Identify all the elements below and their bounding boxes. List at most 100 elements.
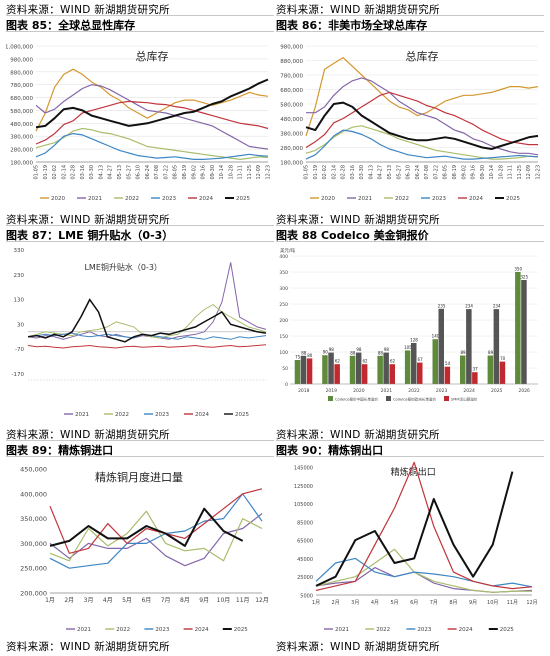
data-label: 67 <box>418 357 424 362</box>
bar <box>349 355 356 384</box>
x-tick-label: 05-13 <box>387 165 393 180</box>
y-tick-label: 880,000 <box>10 70 33 76</box>
x-tick-label: 8月 <box>449 600 457 606</box>
data-label: 350 <box>514 267 522 272</box>
bar <box>444 366 451 384</box>
legend-label: 2023 <box>432 196 446 202</box>
y-tick-label: 480,000 <box>280 117 303 123</box>
series-line-2021 <box>27 262 267 340</box>
x-tick-label: 11月 <box>507 600 518 606</box>
x-tick-label: 11-25 <box>517 165 523 180</box>
data-label: 98 <box>384 347 390 352</box>
x-tick-label: 07-22 <box>163 165 169 180</box>
legend-label: 2020 <box>321 196 335 202</box>
panel-refined-imports: 资料来源：WIND 新湖期货研究所 图表 89：精炼铜进口 200,000 250… <box>6 427 274 653</box>
chart-title: 总库存 <box>406 49 439 63</box>
y-tick-label: 980,000 <box>280 45 303 51</box>
legend-swatch <box>328 396 333 401</box>
y-tick-label: 380,000 <box>10 135 33 141</box>
y-tick-label: 280,000 <box>280 146 303 152</box>
x-tick-label: 02-14 <box>61 165 67 180</box>
bar <box>355 352 362 384</box>
series-line-2020 <box>35 68 269 132</box>
x-tick-label: 11-11 <box>508 165 514 180</box>
divider <box>276 225 544 226</box>
bar <box>383 352 389 384</box>
x-tick-label: 01-05 <box>34 165 40 180</box>
series-line-2022 <box>315 548 532 593</box>
series-line-2025 <box>305 101 539 150</box>
x-tick-label: 08-05 <box>443 165 449 180</box>
legend-label: 2023 <box>417 627 431 633</box>
series-line-2022 <box>35 127 269 160</box>
y-tick-label: -70 <box>15 347 24 353</box>
x-tick-label: 08-05 <box>173 165 179 180</box>
bar <box>377 355 383 384</box>
y-tick-label: 400 <box>279 254 288 260</box>
chart-refined-imports: 200,000 250,000 300,000 350,000 400,000 450,0… <box>20 466 269 634</box>
data-label: 80 <box>307 353 313 358</box>
x-tick-label: 1月 <box>312 600 320 606</box>
bar <box>417 362 423 384</box>
legend-swatch <box>386 396 391 401</box>
x-tick-label: 01-19 <box>43 165 49 180</box>
x-tick-label: 12-09 <box>526 165 532 180</box>
y-tick-label: 50 <box>282 366 288 372</box>
legend-label: 2020 <box>51 196 65 202</box>
divider <box>276 440 544 441</box>
y-tick-label: 200,000 <box>20 590 47 598</box>
legend-label: 2024 <box>459 627 473 633</box>
chart-title: 总库存 <box>136 49 169 63</box>
legend-label: 2024 <box>195 412 209 418</box>
figure-title: 图表 88 Codelco 美金铜报价 <box>276 229 429 242</box>
bar <box>361 364 368 384</box>
legend-label: 2021 <box>88 196 102 202</box>
x-tick-label: 09-16 <box>471 165 477 180</box>
y-tick-label: 65000 <box>297 539 313 545</box>
panel-lme-spread: 资料来源：WIND 新湖期货研究所 图表 87：LME 铜升贴水（0-3） -1… <box>6 212 274 422</box>
x-tick-label: 03-16 <box>350 165 356 180</box>
x-tick-label: 2023 <box>436 388 448 394</box>
source-note: 资料来源：WIND 新湖期货研究所 <box>6 429 170 441</box>
data-label: 62 <box>362 359 368 364</box>
x-tick-label: 9月 <box>469 600 477 606</box>
x-tick-label: 2月 <box>64 597 74 604</box>
x-tick-label: 08-19 <box>182 165 188 180</box>
data-label: 37 <box>473 367 479 372</box>
legend-label: 2022 <box>376 627 390 633</box>
data-label: 70 <box>500 356 506 361</box>
series-line-2023 <box>35 133 269 160</box>
source-note: 资料来源：WIND 新湖期货研究所 <box>6 214 170 226</box>
y-tick-label: 200 <box>279 318 288 324</box>
x-tick-label: 02-02 <box>52 165 58 180</box>
x-tick-label: 9月 <box>199 597 209 604</box>
y-tick-label: 780,000 <box>10 83 33 89</box>
y-tick-label: 180,000 <box>280 161 303 167</box>
figure-title: 图表 86：非美市场全球总库存 <box>276 19 428 32</box>
x-tick-label: 10-28 <box>228 165 234 180</box>
data-label: 62 <box>335 359 341 364</box>
bar <box>328 352 334 384</box>
y-tick-label: 25000 <box>297 575 313 581</box>
x-tick-label: 11-11 <box>238 165 244 180</box>
bar <box>493 309 500 384</box>
legend-label: 2023 <box>155 412 169 418</box>
y-tick-label: 680,000 <box>10 96 33 102</box>
y-tick-label: 1,080,000 <box>6 45 33 51</box>
x-tick-label: 01-05 <box>304 165 310 180</box>
divider <box>6 241 274 242</box>
x-tick-label: 02-28 <box>71 165 77 180</box>
data-label: 89 <box>460 350 466 355</box>
y-tick-label: 85000 <box>297 520 313 526</box>
x-tick-label: 02-02 <box>322 165 328 180</box>
series-line-2023 <box>305 129 539 160</box>
y-tick-label: 380,000 <box>280 132 303 138</box>
data-label: 98 <box>329 347 335 352</box>
y-tick-label: 100 <box>279 350 288 356</box>
data-label: 54 <box>445 361 451 366</box>
bar <box>294 360 301 384</box>
series-line-2025 <box>49 507 244 547</box>
y-tick-label: 125000 <box>294 484 313 490</box>
bar <box>521 280 527 384</box>
x-tick-label: 10-14 <box>489 165 495 180</box>
